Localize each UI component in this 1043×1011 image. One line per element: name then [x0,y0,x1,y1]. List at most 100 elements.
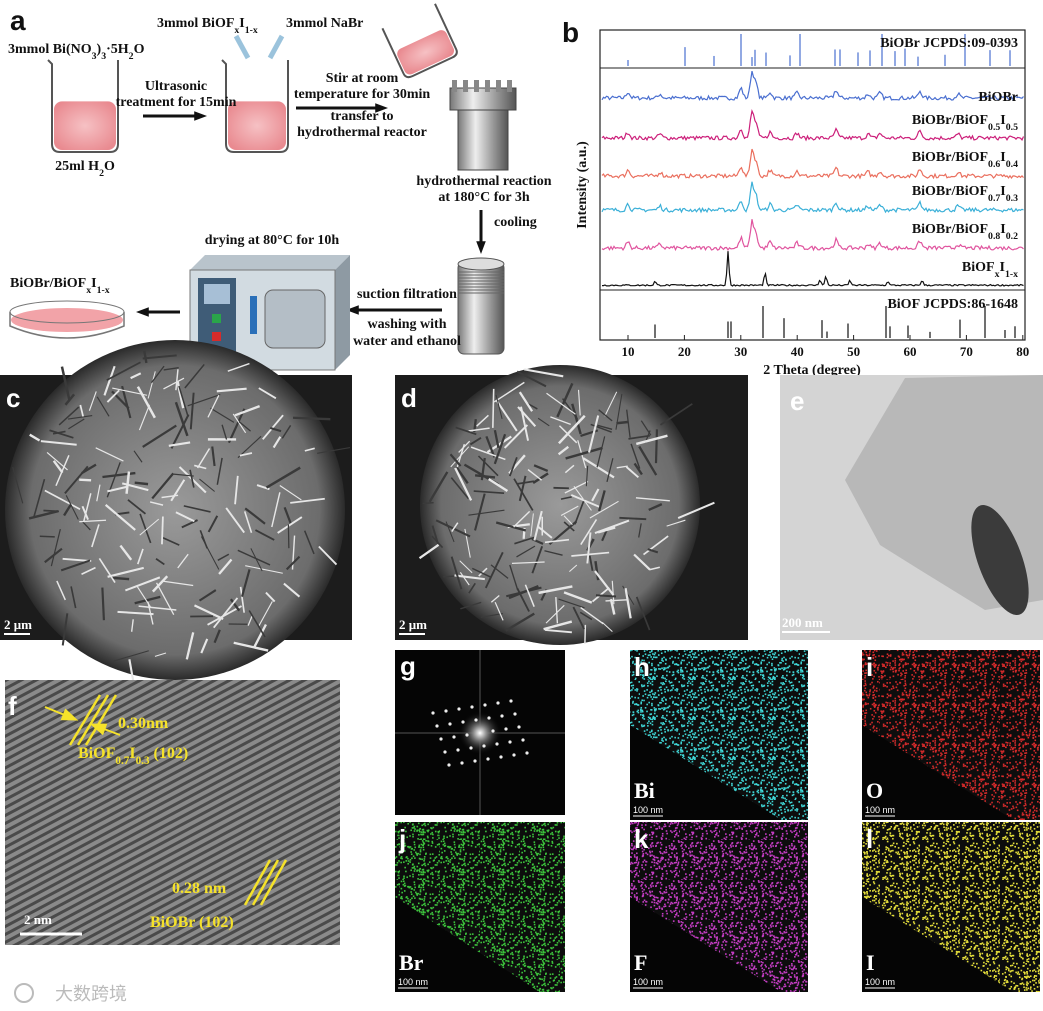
beaker [381,3,458,79]
text-part: 25ml H [55,159,99,174]
nanosheet [227,362,250,372]
nanosheet [544,538,570,544]
arrow-head [60,708,79,721]
lattice-marker [251,859,280,906]
reactor-bolt [474,80,479,92]
reactor-bolt [507,80,512,92]
nanosheet [240,569,251,597]
nanosheet [239,452,253,457]
nanosheet [168,441,191,447]
nanosheet [184,363,205,389]
nanosheet [635,596,651,631]
nanosheet [270,427,282,433]
nanosheet [579,611,593,621]
nanosheet [538,585,573,595]
nanosheet [474,474,496,479]
nanosheet [33,478,46,518]
nanosheet [210,407,235,423]
nanosheet [170,479,186,502]
scale-bar-label: 100 nm [865,805,895,815]
element-label: F [634,950,647,975]
nanosheet [654,429,659,464]
nanosheet [136,386,156,419]
nanosheet [174,401,189,437]
text-part: BiOF [78,745,116,762]
fft-spot [512,753,516,757]
nanosheet [161,516,164,545]
nanosheet [468,427,490,432]
nanosheet [225,507,245,534]
nanosheet [55,455,70,487]
x-axis-label: 2 Theta (degree) [763,363,861,378]
background-region [630,725,782,820]
reactor-bolt [452,80,457,92]
nanosheet [572,606,585,630]
nanosheet [211,446,216,467]
fft-spot [521,738,525,742]
nanosheet [125,576,161,592]
element-label: Br [399,950,424,975]
panel-label: g [400,651,416,681]
nanosheet [82,493,92,523]
nanosheet [193,604,224,620]
nanosheet [518,391,534,412]
nanosheet [601,529,608,542]
plot-frame [599,29,1026,341]
fft-spot [444,709,448,713]
nanosheet [647,548,659,554]
nanosheet [229,598,241,612]
petri-dish [9,312,125,339]
fft-spot [525,751,529,755]
nanosheet [119,544,133,561]
nanosheet [609,598,616,615]
beaker [47,59,119,153]
nanosheet [121,385,132,419]
label: cooling [494,215,537,230]
nanosheet [40,440,77,446]
nanosheet [199,530,208,549]
panel-label: l [866,824,873,854]
nanosheet [469,437,482,446]
nanosheet [677,501,715,519]
nanosheet [104,503,136,531]
xrd-trace [602,251,1024,287]
nanosheet [591,488,600,502]
text-part: I [1000,184,1005,199]
nanosheet [199,478,215,492]
scale-bar-label: 2 nm [24,912,52,927]
nanosheet [516,545,536,558]
nanosheet [458,440,471,453]
subscript: 3 [101,51,106,62]
fft-spot [491,729,495,733]
panel-label: k [634,824,649,854]
nanosheet [428,471,449,503]
nanosheet [216,387,247,393]
nanosheet [564,480,589,494]
subscript: 1-x [1005,269,1018,280]
nanosheet [574,499,586,525]
fft-spot [448,722,452,726]
nanosheet [106,389,120,403]
subscript: 0.2 [1006,231,1018,242]
nanosheet [162,536,180,546]
nanosheet [544,550,563,556]
nanosheet [431,535,444,549]
nanosheet [107,485,129,493]
x-tick-label: 60 [904,344,917,359]
nanosheet [493,433,507,465]
label: transfer to [330,109,393,124]
nanosheet [573,485,592,511]
fft-spot [469,746,473,750]
nanosheet [181,519,198,529]
nanosheet [533,510,543,541]
nanosheet [555,597,559,624]
subscript: 2 [129,51,134,62]
nanosheet [68,418,85,430]
label: 3mmol Bi(NO3)3·5H2O [8,42,145,62]
nanosheet [149,501,164,506]
background-region [630,897,782,992]
nanosheet [106,361,141,381]
label: hydrothermal reactor [297,125,427,140]
panel-label: i [866,652,873,682]
nanosheet [508,456,518,477]
